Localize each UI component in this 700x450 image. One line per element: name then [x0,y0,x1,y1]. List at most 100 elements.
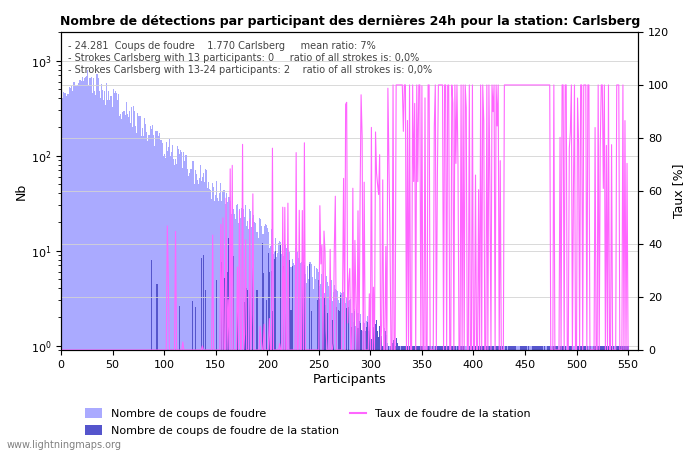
Title: Nombre de détections par participant des dernières 24h pour la station: Carlsber: Nombre de détections par participant des… [60,15,640,28]
Bar [592,346,594,450]
Bar [114,94,116,450]
Bar [340,292,341,450]
Bar [503,346,504,450]
Bar [478,346,479,450]
Bar [568,346,569,450]
Bar [437,346,438,450]
Bar [268,253,269,450]
Bar [125,102,127,450]
Bar [297,252,298,450]
Bar [491,346,493,450]
Bar [334,285,335,450]
Bar [405,346,406,450]
Bar [75,86,76,450]
Bar [517,346,518,450]
Bar [343,292,344,450]
Bar [256,232,258,450]
Bar [112,107,113,450]
Bar [201,258,202,450]
Bar [472,346,473,450]
Bar [85,77,86,450]
Bar [613,346,614,450]
Bar [323,293,325,450]
Bar [72,91,73,450]
Bar [264,226,265,450]
Bar [515,346,516,450]
Bar [590,346,592,450]
Bar [469,346,470,450]
Bar [446,346,447,450]
Bar [92,78,94,450]
Bar [570,346,571,450]
Bar [365,321,367,450]
Bar [203,255,204,450]
Bar [614,346,615,450]
Bar [580,346,581,450]
Bar [577,346,578,450]
Bar [438,346,439,450]
Bar [225,273,227,450]
Bar [459,346,461,450]
Bar [603,346,604,450]
Bar [609,346,610,450]
Bar [241,208,242,450]
Bar [546,346,547,450]
Bar [442,346,443,450]
Bar [172,145,173,450]
Bar [130,123,131,450]
Bar [415,346,416,450]
Bar [180,149,181,450]
Bar [363,311,364,450]
Bar [311,311,312,450]
Bar [605,346,606,450]
Bar [397,343,398,450]
Bar [266,300,267,450]
Bar [559,346,561,450]
Bar [302,274,303,450]
Bar [242,221,243,450]
Bar [452,346,454,450]
Bar [364,323,365,450]
Bar [486,346,487,450]
Bar [545,346,546,450]
Bar [358,321,360,450]
Bar [426,346,428,450]
Bar [216,180,217,450]
Bar [622,346,624,450]
Bar [342,292,343,450]
Bar [101,84,102,450]
Taux de foudre de la station [451,82,459,88]
Bar [505,346,506,450]
Bar [580,346,581,450]
Bar [530,346,531,450]
Bar [531,346,532,450]
Bar [409,346,410,450]
Bar [63,92,64,450]
Bar [325,284,326,450]
Bar [339,303,340,450]
Bar [277,252,278,450]
Bar [158,133,160,450]
Bar [566,346,567,450]
Bar [512,346,513,450]
Bar [441,346,442,450]
Bar [190,169,192,450]
Bar [148,135,149,450]
Bar [221,262,223,450]
Bar [188,176,190,450]
Bar [576,346,577,450]
Bar [233,256,234,450]
Bar [304,262,305,450]
Bar [414,346,415,450]
Bar [217,198,218,450]
Bar [609,346,610,450]
Bar [482,346,483,450]
Bar [507,346,508,450]
Bar [606,346,607,450]
Bar [450,346,452,450]
Bar [160,140,162,450]
Bar [628,346,629,450]
Bar [69,86,70,450]
Bar [337,291,338,450]
Bar [587,346,589,450]
